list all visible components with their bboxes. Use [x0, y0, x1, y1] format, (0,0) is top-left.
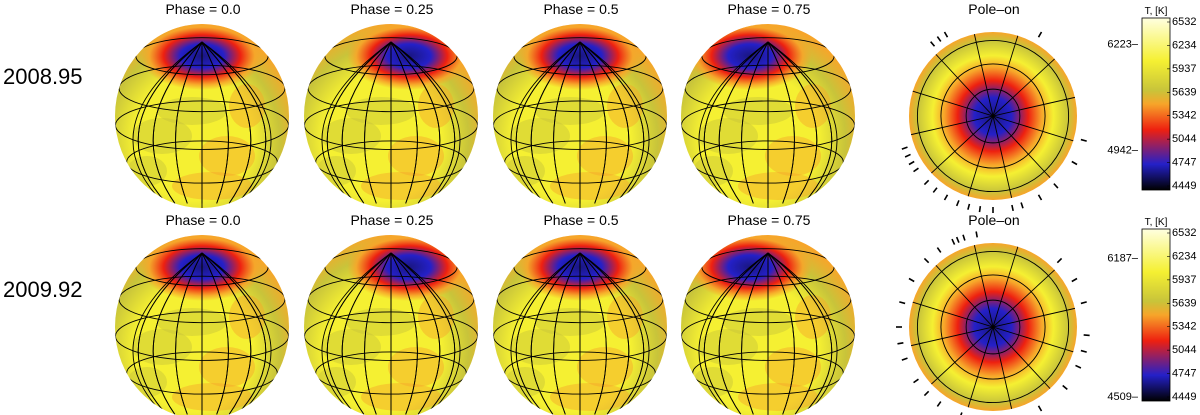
- colorbar-range-label: 4509–: [1107, 391, 1138, 403]
- colorbar-tick-label: 5044: [1172, 133, 1196, 145]
- colorbar-unit-label: T, [K]: [1145, 6, 1168, 17]
- colorbar-tick-label: 4449: [1172, 391, 1196, 403]
- stellar-surface-map-r2-p2: [493, 235, 667, 415]
- colorbar-tick-label: 5342: [1172, 321, 1196, 333]
- epoch-label-row-1: 2008.95: [3, 64, 83, 89]
- pole-on-map-r1: [909, 32, 1077, 200]
- panel-title-r1-p1: Phase = 0.25: [350, 1, 434, 17]
- panel-title-r2-pole: Pole–on: [968, 212, 1020, 228]
- colorbar-tick-label: 4747: [1172, 368, 1196, 380]
- stellar-surface-map-r2-p0: [115, 235, 289, 415]
- stellar-surface-map-r1-p1: [304, 24, 478, 208]
- colorbar-tick-label: 5044: [1172, 344, 1196, 356]
- colorbar-tick-label: 4747: [1172, 157, 1196, 169]
- temperature-colorbar-r1: T, [K] 6532 6234 5937 5639 5342 5044 4747 4449 62…: [1107, 6, 1196, 192]
- colorbar-tick-label: 5937: [1172, 63, 1196, 75]
- colorbar-tick-label: 6234: [1172, 250, 1196, 262]
- colorbar-tick-label: 5937: [1172, 274, 1196, 286]
- stellar-surface-map-r2-p1: [304, 235, 478, 415]
- colorbar-tick-label: 5639: [1172, 297, 1196, 309]
- colorbar-range-label: 4942–: [1107, 144, 1138, 156]
- pole-on-map-r2: [909, 243, 1077, 411]
- stellar-surface-map-r1-p3: [681, 24, 855, 208]
- colorbar-range-label: 6223–: [1107, 39, 1138, 51]
- epoch-label-row-2: 2009.92: [3, 277, 83, 302]
- stellar-surface-map-r1-p0: [115, 24, 289, 208]
- panel-title-r1-p3: Phase = 0.75: [727, 1, 811, 17]
- colorbar-tick-label: 6532: [1172, 227, 1196, 239]
- stellar-surface-map-r2-p3: [681, 235, 855, 415]
- colorbar-unit-label: T, [K]: [1145, 217, 1168, 228]
- colorbar-tick-label: 5342: [1172, 110, 1196, 122]
- stellar-surface-map-r1-p2: [493, 24, 667, 208]
- temperature-colorbar-r2: T, [K] 6532 6234 5937 5639 5342 5044 4747 4449 61…: [1107, 217, 1196, 403]
- colorbar-tick-label: 4449: [1172, 180, 1196, 192]
- colorbar-tick-label: 6532: [1172, 16, 1196, 28]
- panel-title-r1-p2: Phase = 0.5: [543, 1, 619, 17]
- panel-title-r1-p0: Phase = 0.0: [165, 1, 241, 17]
- panel-title-r1-pole: Pole–on: [968, 1, 1020, 17]
- observation-phase-ticks-r2: [896, 231, 1090, 415]
- panel-title-r2-p0: Phase = 0.0: [165, 212, 241, 228]
- panel-title-r2-p1: Phase = 0.25: [350, 212, 434, 228]
- colorbar-tick-label: 6234: [1172, 39, 1196, 51]
- panel-title-r2-p3: Phase = 0.75: [727, 212, 811, 228]
- colorbar-range-label: 6187–: [1107, 252, 1138, 264]
- observation-phase-ticks-r1: [901, 31, 1087, 213]
- colorbar-tick-label: 5639: [1172, 86, 1196, 98]
- panel-title-r2-p2: Phase = 0.5: [543, 212, 619, 228]
